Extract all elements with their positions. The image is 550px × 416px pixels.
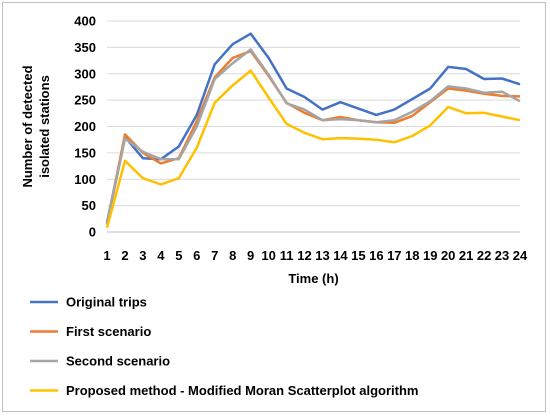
y-tick-label: 150 — [74, 145, 96, 160]
x-axis-title: Time (h) — [288, 271, 338, 286]
x-tick-label: 10 — [261, 248, 275, 263]
y-tick-label: 50 — [82, 198, 96, 213]
x-tick-label: 4 — [157, 248, 165, 263]
x-tick-label: 7 — [211, 248, 218, 263]
y-tick-labels: 0 50 100 150 200 250 300 350 400 — [74, 14, 96, 240]
x-tick-label: 1 — [103, 248, 110, 263]
x-tick-label: 2 — [121, 248, 128, 263]
x-tick-label: 23 — [495, 248, 509, 263]
y-axis-title-line-2: isolated stations — [37, 75, 52, 178]
x-tick-label: 3 — [139, 248, 146, 263]
y-tick-label: 400 — [74, 14, 96, 29]
x-tick-label: 5 — [175, 248, 182, 263]
legend-label: Original trips — [66, 295, 147, 310]
legend-label: First scenario — [66, 324, 151, 339]
legend-label: Second scenario — [66, 354, 170, 369]
series-lines — [105, 32, 521, 229]
y-axis-title: Number of detected isolated stations — [20, 65, 52, 187]
series-line-3 — [105, 48, 521, 224]
y-tick-label: 300 — [74, 66, 96, 81]
series-line-2 — [105, 49, 521, 225]
x-tick-label: 12 — [297, 248, 311, 263]
x-tick-label: 21 — [459, 248, 473, 263]
legend-label: Proposed method - Modified Moran Scatter… — [66, 383, 418, 398]
y-tick-label: 0 — [89, 225, 96, 240]
y-tick-label: 200 — [74, 119, 96, 134]
legend: Original trips First scenario Second scena… — [30, 295, 418, 398]
x-tick-label: 24 — [513, 248, 528, 263]
gridlines — [107, 20, 520, 233]
x-tick-labels: 1 2 3 4 5 6 7 8 9 10 11 12 13 14 15 16 17 18 19 20 21 22 23 24 — [103, 248, 528, 263]
x-tick-label: 11 — [280, 248, 294, 263]
x-tick-label: 20 — [441, 248, 455, 263]
y-tick-label: 100 — [74, 172, 96, 187]
x-tick-label: 8 — [229, 248, 236, 263]
x-tick-label: 14 — [333, 248, 348, 263]
chart-frame — [2, 2, 546, 412]
x-tick-label: 18 — [405, 248, 419, 263]
series-line-4 — [105, 69, 521, 229]
series-line-1 — [105, 32, 521, 223]
y-axis-title-line-1: Number of detected — [20, 65, 35, 187]
x-tick-label: 22 — [477, 248, 491, 263]
x-tick-label: 17 — [387, 248, 401, 263]
x-tick-label: 9 — [247, 248, 254, 263]
x-tick-label: 13 — [315, 248, 329, 263]
y-tick-label: 250 — [74, 93, 96, 108]
x-tick-label: 15 — [351, 248, 365, 263]
x-tick-label: 6 — [193, 248, 200, 263]
x-tick-label: 16 — [369, 248, 383, 263]
x-tick-label: 19 — [423, 248, 437, 263]
y-tick-label: 350 — [74, 40, 96, 55]
